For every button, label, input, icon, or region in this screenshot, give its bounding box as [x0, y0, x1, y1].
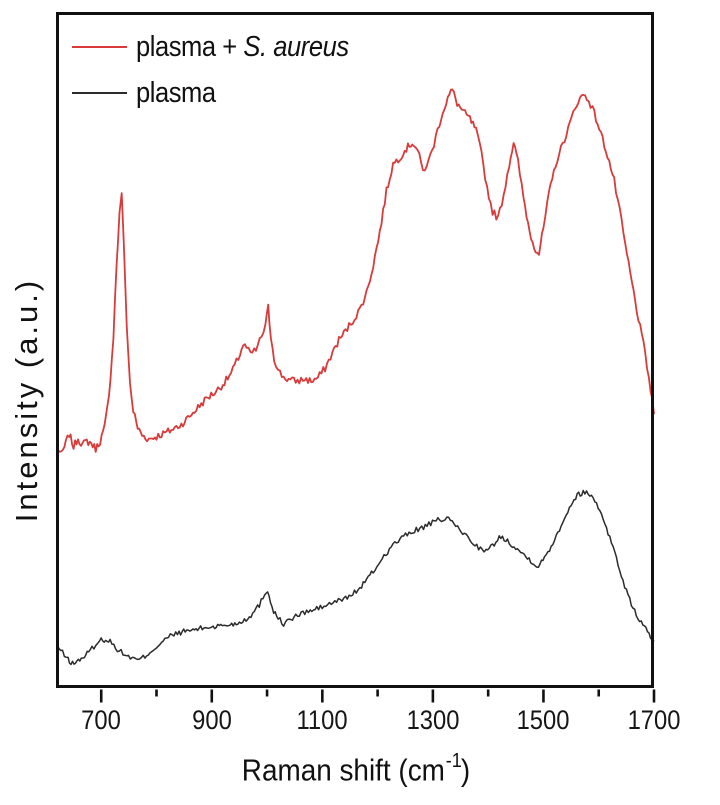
legend-item-plasma: plasma	[72, 70, 378, 116]
curve-plasma-s-aureus	[56, 88, 655, 453]
legend-label-plasma: plasma	[136, 76, 216, 109]
curve-plasma	[56, 489, 655, 666]
plot-frame	[56, 12, 654, 688]
legend-line-red-icon	[72, 45, 127, 49]
x-axis-title: Raman shift (cm-1)	[241, 750, 471, 788]
legend: plasma + S. aureus plasma	[72, 24, 378, 116]
legend-item-plasma-saureus: plasma + S. aureus	[72, 24, 378, 70]
x-tick-label-1100: 1100	[296, 705, 348, 735]
x-tick-label-900: 900	[191, 705, 232, 735]
x-tick-label-1300: 1300	[406, 705, 460, 735]
spectra-curves	[56, 88, 655, 666]
legend-line-black-icon	[72, 91, 127, 95]
x-tick-label-1700: 1700	[627, 705, 681, 735]
x-tick-label-1500: 1500	[517, 705, 570, 735]
x-tick-label-700: 700	[81, 705, 122, 735]
legend-label-plasma-saureus: plasma + S. aureus	[136, 30, 349, 63]
x-axis-ticks	[99, 689, 656, 703]
y-axis-title: Intensity (a.u.)	[9, 277, 44, 523]
